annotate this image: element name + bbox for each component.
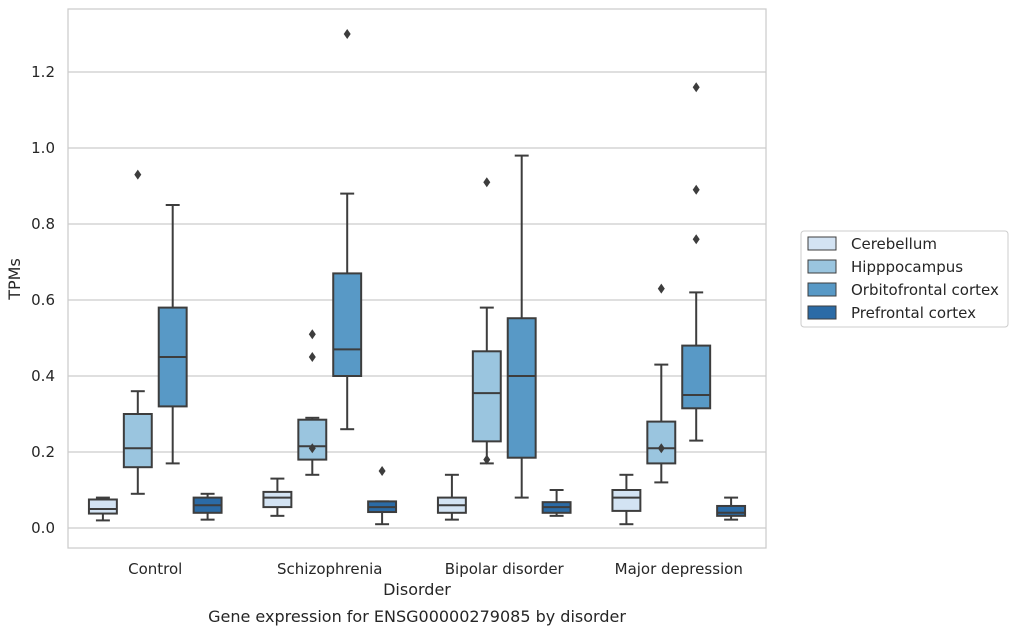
outlier-point — [308, 443, 316, 454]
outlier-point — [483, 454, 491, 465]
box-prefrontal-cortex — [192, 492, 223, 521]
box-cerebellum — [436, 473, 467, 521]
y-tick-label: 0.2 — [31, 443, 55, 461]
plot-frame — [67, 8, 767, 549]
x-axis-label: Disorder — [383, 580, 451, 599]
box-iqr — [471, 350, 502, 443]
y-axis-label: TPMs — [5, 258, 24, 301]
box-orbitofrontal-cortex — [506, 154, 537, 499]
x-tick-label: Major depression — [615, 560, 743, 578]
box-prefrontal-cortex — [367, 466, 398, 526]
box-prefrontal-cortex — [541, 489, 572, 517]
box-cerebellum — [262, 477, 293, 517]
y-tick-label: 1.2 — [31, 63, 55, 81]
box-iqr — [122, 413, 153, 469]
legend-swatch — [807, 305, 837, 320]
x-tick-label: Schizophrenia — [277, 560, 382, 578]
legend-label: Orbitofrontal cortex — [851, 281, 999, 299]
box-marks — [87, 29, 747, 526]
box-orbitofrontal-cortex — [157, 204, 188, 465]
y-tick-label: 0.8 — [31, 215, 55, 233]
box-cerebellum — [611, 473, 642, 526]
box-iqr — [611, 489, 642, 512]
box-hipppocampus — [297, 329, 328, 476]
figure-caption: Gene expression for ENSG00000279085 by d… — [208, 607, 626, 626]
legend-label: Hipppocampus — [851, 258, 963, 276]
outlier-point — [134, 169, 142, 180]
outlier-point — [692, 184, 700, 195]
box-iqr — [716, 504, 747, 517]
legend-label: Cerebellum — [851, 235, 937, 253]
x-tick-label: Bipolar disorder — [445, 560, 565, 578]
outlier-point — [308, 329, 316, 340]
legend-label: Prefrontal cortex — [851, 304, 976, 322]
box-orbitofrontal-cortex — [681, 82, 712, 442]
box-iqr — [506, 317, 537, 459]
outlier-point — [657, 443, 665, 454]
y-tick-label: 0.0 — [31, 519, 55, 537]
box-orbitofrontal-cortex — [332, 29, 363, 431]
legend-swatch — [807, 259, 837, 274]
y-tick-label: 0.4 — [31, 367, 55, 385]
outlier-point — [483, 177, 491, 188]
box-iqr — [646, 420, 677, 465]
box-iqr — [87, 498, 118, 515]
box-hipppocampus — [646, 283, 677, 484]
box-iqr — [681, 344, 712, 410]
outlier-point — [343, 29, 351, 39]
outlier-point — [657, 283, 665, 294]
box-hipppocampus — [471, 177, 502, 465]
outlier-point — [692, 82, 700, 93]
legend-frame — [800, 230, 1009, 328]
legend-swatch — [807, 282, 837, 297]
legend: Cerebellum Hipppocampus Orbitofrontal cort… — [800, 230, 1009, 328]
box-cerebellum — [87, 496, 118, 522]
y-tick-labels: 0.0 0.2 0.4 0.6 0.8 1.0 1.2 — [31, 63, 55, 537]
outlier-point — [308, 352, 316, 362]
box-iqr — [297, 418, 328, 461]
y-tick-label: 1.0 — [31, 139, 55, 157]
legend-swatch — [807, 236, 837, 251]
box-iqr — [262, 490, 293, 509]
y-tick-label: 0.6 — [31, 291, 55, 309]
box-prefrontal-cortex — [716, 496, 747, 521]
box-hipppocampus — [122, 169, 153, 495]
outlier-point — [692, 234, 700, 245]
box-iqr — [332, 272, 363, 377]
x-tick-labels: Control Schizophrenia Bipolar disorder Majo… — [128, 560, 743, 578]
x-tick-label: Control — [128, 560, 182, 578]
outlier-point — [378, 466, 386, 476]
